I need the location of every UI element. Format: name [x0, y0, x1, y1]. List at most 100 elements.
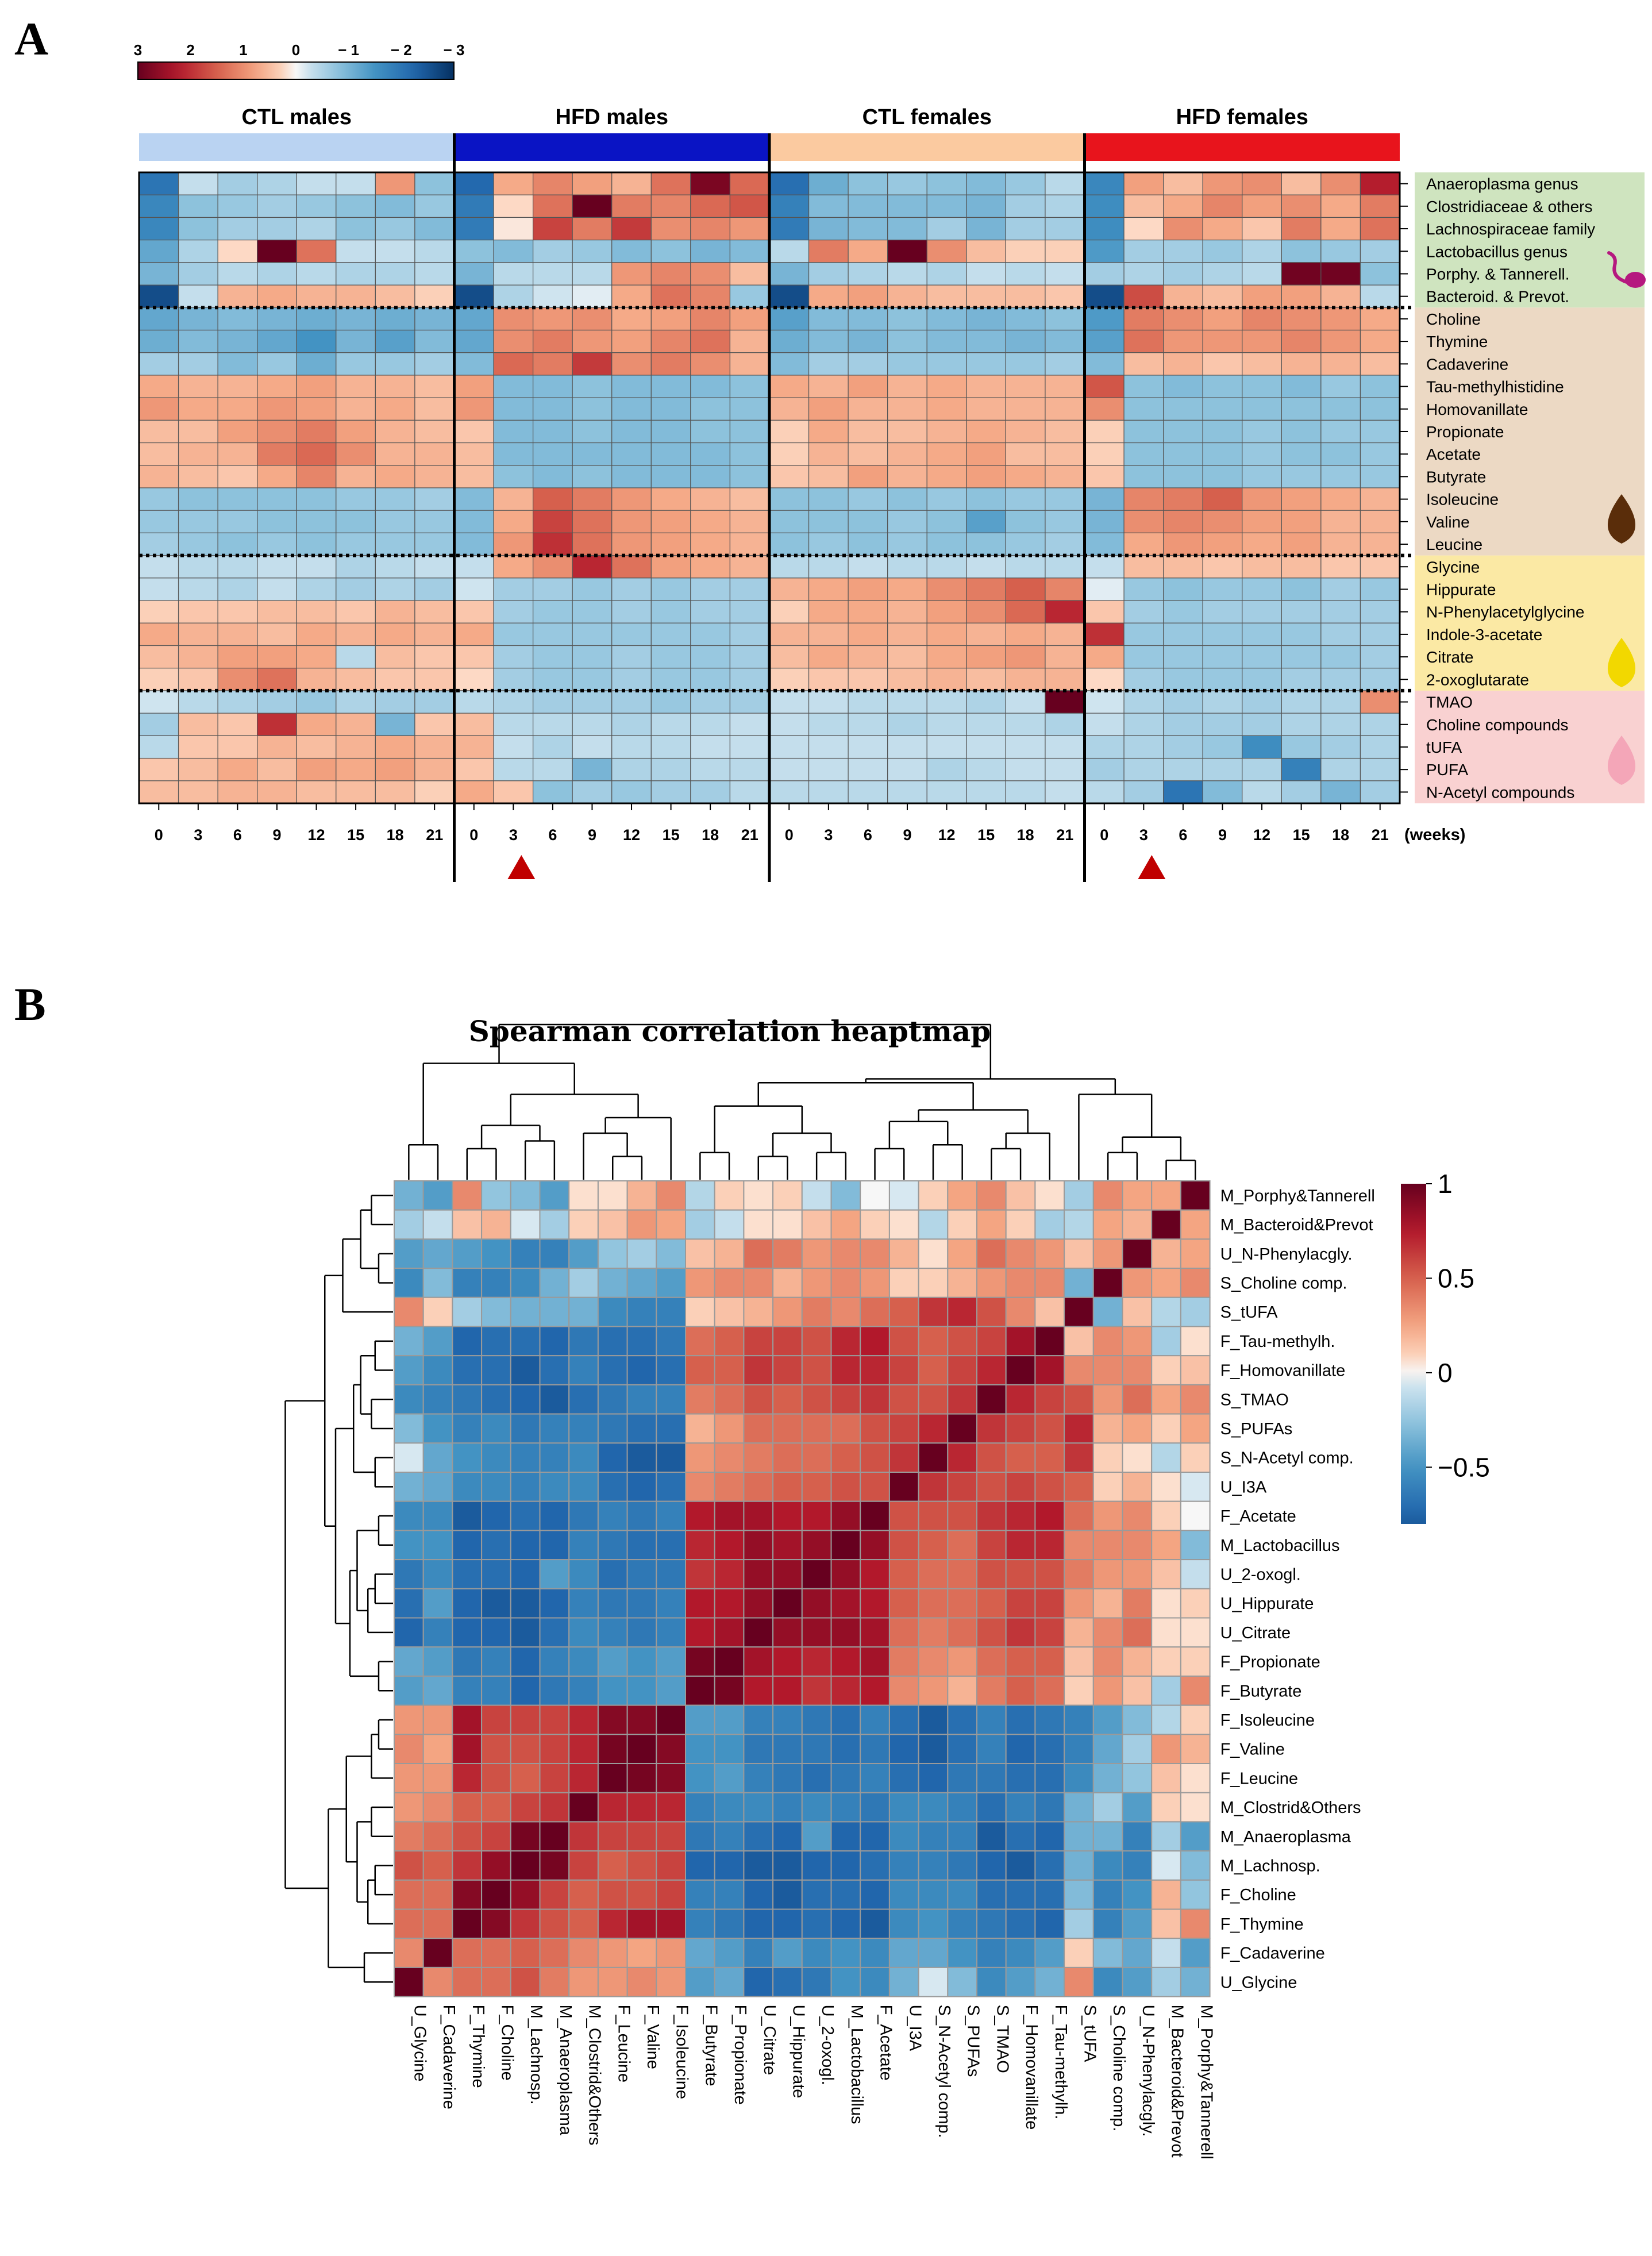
row-label: Lachnospiraceae family — [1426, 220, 1595, 238]
heatmap-a-cell — [1320, 217, 1361, 241]
heatmap-a-cell — [1045, 194, 1085, 218]
heatmap-a-cell — [926, 217, 967, 241]
heatmap-b-cell — [976, 1238, 1007, 1269]
heatmap-a-cell — [1123, 510, 1164, 534]
heatmap-a-cell — [375, 735, 415, 759]
heatmap-a-cell — [296, 284, 337, 308]
heatmap-b-cell — [714, 1180, 745, 1211]
heatmap-b-cell — [656, 1296, 687, 1327]
heatmap-b-row-label: M_Bacteroid&Prevot — [1220, 1216, 1373, 1234]
heatmap-b-cell — [1034, 1472, 1065, 1502]
heatmap-b-cell — [1005, 1821, 1036, 1852]
heatmap-b-col-label: M_Lactobacillus — [848, 2005, 866, 2124]
heatmap-a-cell — [1123, 713, 1164, 736]
heatmap-b-cell — [976, 1588, 1007, 1619]
heatmap-b-cell — [422, 1704, 453, 1735]
heatmap-b-cell — [1122, 1180, 1153, 1211]
heatmap-a-cell — [414, 600, 455, 623]
heatmap-a-cell — [1123, 532, 1164, 556]
heatmap-a-cell — [1045, 217, 1085, 241]
heatmap-b-cell — [481, 1472, 511, 1502]
heatmap-b-cell — [772, 1296, 803, 1327]
heatmap-a-cell — [1202, 578, 1243, 601]
heatmap-a-cell — [769, 780, 810, 804]
heatmap-b-cell — [626, 1966, 657, 1997]
heatmap-a-cell — [808, 307, 849, 331]
week-label: 3 — [1139, 826, 1148, 844]
urine-drop-icon — [1607, 638, 1636, 687]
heatmap-a-cell — [729, 780, 770, 804]
heatmap-b-cell — [888, 1530, 919, 1561]
week-label: 15 — [1293, 826, 1310, 844]
heatmap-b-cell — [1034, 1559, 1065, 1589]
heatmap-a-cell — [1123, 645, 1164, 669]
heatmap-a-cell — [217, 735, 258, 759]
heatmap-b-cell — [452, 1413, 483, 1444]
heatmap-a-cell — [178, 217, 218, 241]
heatmap-b-cell — [743, 1588, 774, 1619]
heatmap-b-row-label: M_Lachnosp. — [1220, 1857, 1320, 1875]
heatmap-b-cell — [830, 1938, 861, 1968]
heatmap-a-cell — [966, 690, 1006, 714]
heatmap-a-cell — [1281, 510, 1322, 534]
heatmap-a-cell — [453, 735, 494, 759]
week-label: 18 — [387, 826, 404, 844]
heatmap-b-cell — [1034, 1821, 1065, 1852]
heatmap-b-cell — [394, 1530, 424, 1561]
heatmap-b-cell — [597, 1180, 628, 1211]
heatmap-b-cell — [888, 1792, 919, 1823]
heatmap-b-cell — [1151, 1530, 1181, 1561]
heatmap-a-cell — [729, 329, 770, 353]
heatmap-a-cell — [1281, 780, 1322, 804]
week-label: 3 — [509, 826, 518, 844]
heatmap-b-cell — [714, 1675, 745, 1706]
heatmap-b-cell — [510, 1326, 541, 1357]
heatmap-b-cell — [685, 1442, 715, 1473]
heatmap-b-cell — [888, 1238, 919, 1269]
heatmap-b-cell — [1151, 1617, 1181, 1648]
heatmap-a-cell — [453, 532, 494, 556]
heatmap-a-cell — [1360, 555, 1400, 579]
heatmap-b-cell — [1034, 1850, 1065, 1881]
heatmap-b-cell — [918, 1326, 949, 1357]
heatmap-a-cell — [1320, 487, 1361, 511]
heatmap-b-cell — [510, 1472, 541, 1502]
heatmap-b-cell — [918, 1646, 949, 1677]
heatmap-a-cell — [808, 622, 849, 646]
heatmap-b-cell — [888, 1763, 919, 1793]
heatmap-a-cell — [650, 307, 691, 331]
heatmap-b-cell — [1034, 1180, 1065, 1211]
heatmap-b-cell — [772, 1646, 803, 1677]
heatmap-b-cell — [1092, 1675, 1123, 1706]
heatmap-b-cell — [1005, 1530, 1036, 1561]
heatmap-b-cell — [947, 1180, 978, 1211]
heatmap-b-cell — [656, 1472, 687, 1502]
heatmap-b-cell — [510, 1355, 541, 1385]
heatmap-a-cell — [1281, 645, 1322, 669]
heatmap-a-cell — [690, 487, 731, 511]
heatmap-a-cell — [1202, 240, 1243, 263]
heatmap-b-cell — [743, 1355, 774, 1385]
heatmap-a-cell — [1123, 419, 1164, 444]
heatmap-b-cell — [1034, 1384, 1065, 1415]
heatmap-a-cell — [533, 578, 573, 601]
heatmap-a-cell — [1005, 668, 1046, 691]
group-color-bar — [769, 133, 1085, 161]
heatmap-a-cell — [138, 578, 179, 601]
heatmap-a-cell — [138, 713, 179, 736]
heatmap-b-cell — [1092, 1763, 1123, 1793]
heatmap-a-cell — [572, 578, 613, 601]
heatmap-a-cell — [650, 262, 691, 286]
heatmap-a-cell — [887, 735, 927, 759]
heatmap-a-cell — [887, 600, 927, 623]
heatmap-b-cell — [394, 1734, 424, 1765]
heatmap-b-cell — [597, 1268, 628, 1298]
heatmap-b-cell — [626, 1704, 657, 1735]
heatmap-a-cell — [1084, 419, 1125, 444]
heatmap-b-cell — [714, 1646, 745, 1677]
heatmap-a-cell — [138, 600, 179, 623]
heatmap-b-cell — [685, 1617, 715, 1648]
heatmap-a-cell — [1005, 757, 1046, 781]
heatmap-b-cell — [801, 1180, 832, 1211]
heatmap-b-cell — [1005, 1500, 1036, 1531]
